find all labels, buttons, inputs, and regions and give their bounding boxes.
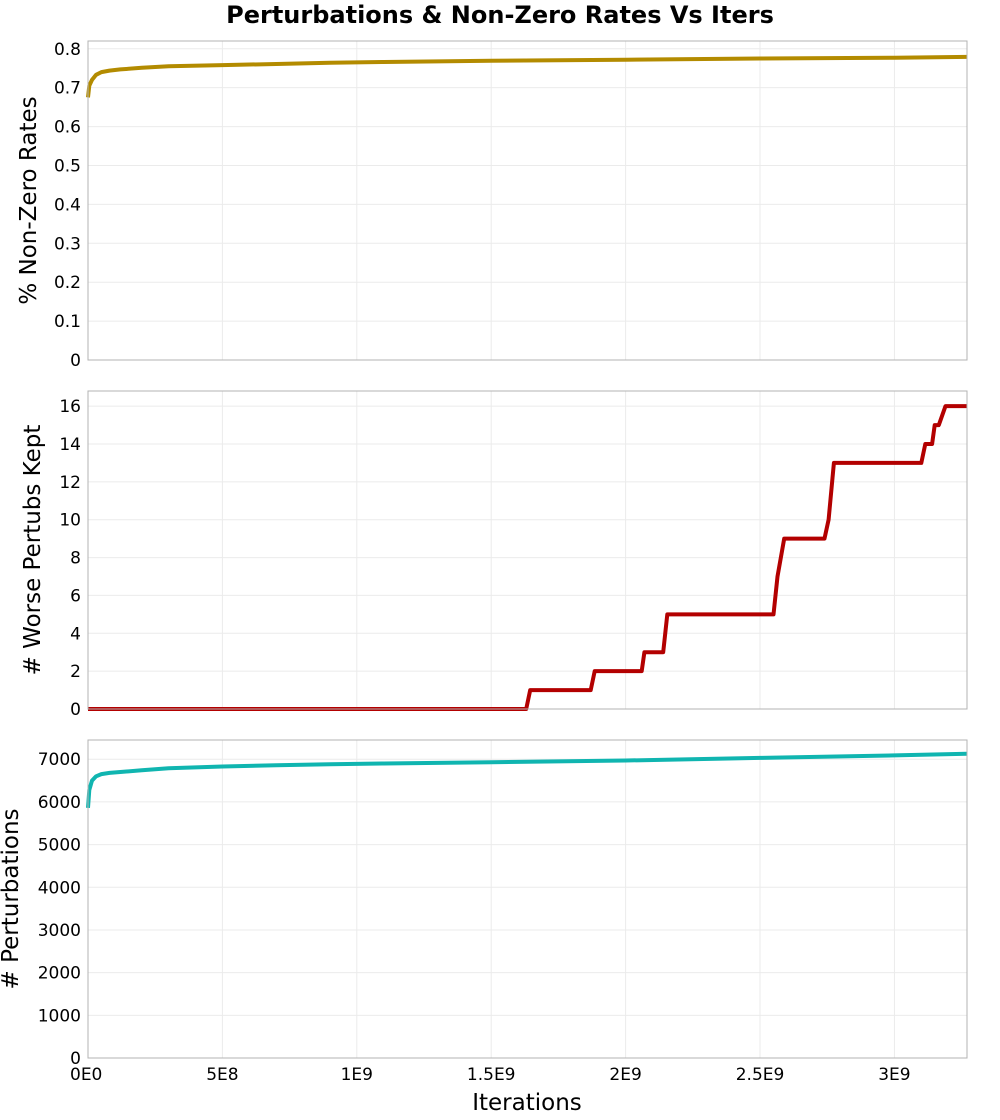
plot-frame	[87, 40, 968, 361]
y-tick-label: 8	[70, 549, 81, 569]
x-tick-label: 1E9	[341, 1065, 373, 1085]
y-axis-label: % Non-Zero Rates	[16, 96, 42, 304]
plot-frame	[87, 390, 968, 710]
panel-nonzero-rates: 0 0.1 0.2 0.3 0.4 0.5 0.6 0.7 0.8 % Non-Zero Rate…	[16, 40, 968, 371]
y-tick-label: 0.2	[54, 273, 81, 293]
y-tick-label: 0.1	[54, 312, 81, 332]
x-tick-label: 3E9	[878, 1065, 910, 1085]
x-tick-label: 2.5E9	[736, 1065, 785, 1085]
y-tick-label: 14	[59, 435, 81, 455]
y-tick-label: 12	[59, 473, 81, 493]
y-tick-label: 4000	[38, 878, 81, 898]
y-tick-label: 2000	[38, 964, 81, 984]
y-tick-label: 5000	[38, 836, 81, 856]
y-tick-label: 0.7	[54, 79, 81, 99]
y-tick-label: 1000	[38, 1006, 81, 1026]
y-tick-label: 7000	[38, 750, 81, 770]
series-line-nonzero	[86, 54, 968, 98]
plot-frame	[87, 739, 968, 1059]
y-tick-label: 10	[59, 511, 81, 531]
y-tick-label: 3000	[38, 921, 81, 941]
panel-worse-pertubs-kept: 0 2 4 6 8 10 12 14 16 # Worse Pertubs Kept	[20, 390, 968, 720]
series-line-worse	[88, 404, 967, 711]
y-tick-label: 0.3	[54, 234, 81, 254]
series-line-perturb	[86, 751, 968, 809]
x-tick-label: 5E8	[206, 1065, 238, 1085]
y-axis-label: # Perturbations	[0, 808, 24, 989]
x-tick-label: 0E0	[70, 1065, 102, 1085]
y-tick-label: 0	[70, 1049, 81, 1069]
y-tick-label: 16	[59, 397, 81, 417]
y-tick-label: 4	[70, 624, 81, 644]
y-tick-label: 0.5	[54, 156, 81, 176]
y-tick-label: 0.6	[54, 118, 81, 138]
y-tick-label: 6	[70, 586, 81, 606]
x-tick-label: 1.5E9	[467, 1065, 516, 1085]
y-tick-label: 0	[70, 700, 81, 720]
panel-perturbations: 0 1000 2000 3000 4000 5000 6000 7000 # Perturbat…	[0, 739, 968, 1085]
y-tick-label: 0.8	[54, 40, 81, 60]
y-axis-label: # Worse Pertubs Kept	[20, 425, 46, 676]
x-axis-label: Iterations	[472, 1090, 582, 1116]
y-tick-label: 2	[70, 662, 81, 682]
chart-title: Perturbations & Non-Zero Rates Vs Iters	[226, 1, 774, 29]
x-tick-label: 2E9	[609, 1065, 641, 1085]
y-tick-label: 0	[70, 351, 81, 371]
y-tick-label: 0.4	[54, 195, 81, 215]
y-tick-label: 6000	[38, 793, 81, 813]
